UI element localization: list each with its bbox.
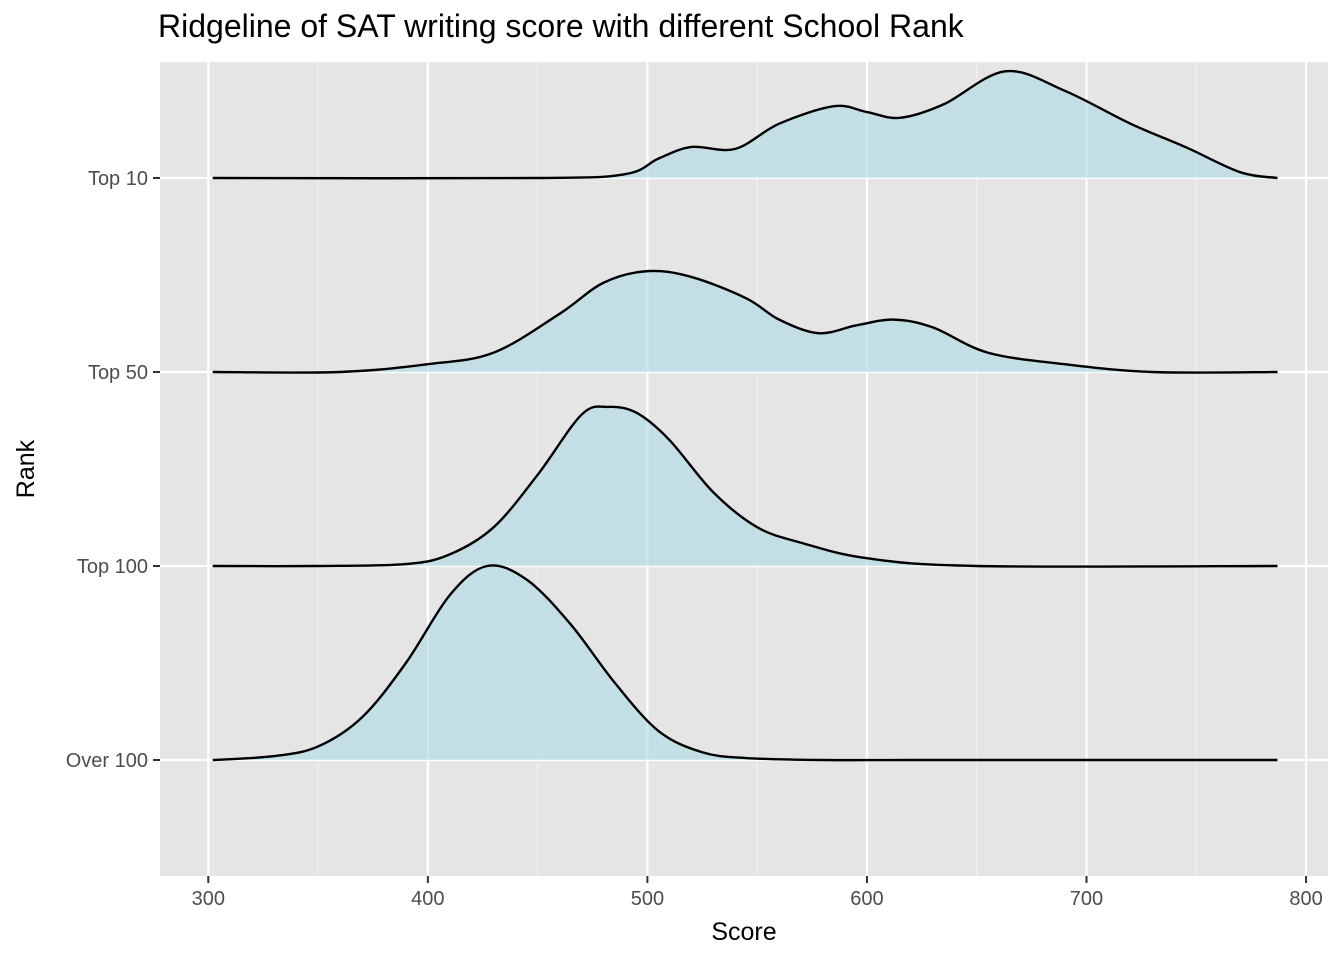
y-axis: Over 100 Top 100 Top 50 Top 10 [66,168,160,772]
ridge-fill-over-100 [212,565,1278,761]
ridge-fill-top-50 [212,270,1278,373]
chart-title: Ridgeline of SAT writing score with diff… [158,8,964,44]
ridge-line-top-50 [212,269,1278,374]
x-axis: 300 400 500 600 700 800 [192,876,1323,910]
x-tick-label-500: 500 [631,888,664,910]
x-tick-label-400: 400 [411,888,444,910]
ridge-fill-top-10 [212,71,1278,179]
x-tick-label-300: 300 [192,888,225,910]
y-tick-label-over-100: Over 100 [66,750,148,772]
ridge-series-group [212,69,1278,762]
x-axis-title: Score [711,918,776,946]
x-tick-label-700: 700 [1070,888,1103,910]
x-tick-label-600: 600 [850,888,883,910]
ridge-line-top-100 [212,405,1278,568]
y-tick-label-top-10: Top 10 [88,168,148,190]
y-axis-title: Rank [12,439,40,498]
ridge-fill-top-100 [212,406,1278,567]
x-tick-label-800: 800 [1289,888,1322,910]
y-tick-label-top-100: Top 100 [77,556,148,578]
y-tick-label-top-50: Top 50 [88,362,148,384]
ridge-line-over-100 [212,564,1278,762]
ridge-line-top-10 [212,69,1278,180]
